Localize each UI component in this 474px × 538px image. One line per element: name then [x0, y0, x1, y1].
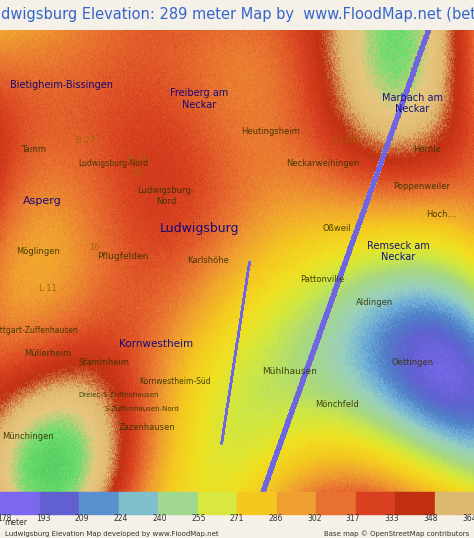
Text: S-Zuffenhausen-Nord: S-Zuffenhausen-Nord — [105, 406, 180, 412]
Text: 193: 193 — [36, 514, 51, 523]
Text: 333: 333 — [384, 514, 399, 523]
Bar — [0, 492, 39, 514]
Text: Neckarweihingen: Neckarweihingen — [286, 159, 359, 168]
Text: Hörnle: Hörnle — [413, 145, 440, 154]
Text: 224: 224 — [114, 514, 128, 523]
Text: 317: 317 — [346, 514, 360, 523]
Text: Zazenhausen: Zazenhausen — [118, 423, 175, 432]
Text: Aldingen: Aldingen — [356, 298, 393, 307]
Text: Kornwestheim-Süd: Kornwestheim-Süd — [139, 377, 211, 386]
Text: 348: 348 — [423, 514, 438, 523]
Text: Ludwigsburg-Nord: Ludwigsburg-Nord — [79, 159, 149, 168]
Text: Münchingen: Münchingen — [2, 432, 55, 441]
Text: Heutingsheim: Heutingsheim — [241, 127, 300, 136]
Text: 286: 286 — [269, 514, 283, 523]
Text: Remseck am
Neckar: Remseck am Neckar — [367, 241, 429, 263]
Text: 16: 16 — [90, 243, 100, 252]
Text: L 11: L 11 — [38, 284, 56, 293]
Text: Ludwigsburg: Ludwigsburg — [159, 222, 239, 235]
Text: Ludwigsburg-
Nord: Ludwigsburg- Nord — [137, 187, 194, 206]
Text: 302: 302 — [307, 514, 322, 523]
Text: Stuttgart-Zuffenhausen: Stuttgart-Zuffenhausen — [0, 326, 79, 335]
Text: Freiberg am
Neckar: Freiberg am Neckar — [170, 88, 228, 110]
Text: meter: meter — [5, 518, 28, 527]
Text: Pattonville: Pattonville — [300, 275, 345, 284]
Text: Poppenweiler: Poppenweiler — [393, 182, 450, 192]
Bar — [198, 492, 237, 514]
Text: B 27: B 27 — [76, 136, 95, 145]
Text: Tamm: Tamm — [21, 145, 46, 154]
Bar — [276, 492, 316, 514]
Text: L 1100: L 1100 — [332, 136, 360, 145]
Text: B 27: B 27 — [128, 154, 147, 164]
Text: Bietigheim-Bissingen: Bietigheim-Bissingen — [10, 80, 113, 90]
Bar — [39, 492, 79, 514]
Text: Stammheim: Stammheim — [79, 358, 130, 367]
Text: Ludwigsburg Elevation: 289 meter Map by  www.FloodMap.net (beta): Ludwigsburg Elevation: 289 meter Map by … — [0, 8, 474, 22]
Text: 271: 271 — [230, 514, 244, 523]
Text: Asperg: Asperg — [23, 196, 62, 206]
Text: Pflugfelden: Pflugfelden — [98, 252, 149, 261]
Bar — [237, 492, 276, 514]
Text: Oettingen: Oettingen — [392, 358, 433, 367]
Bar — [435, 492, 474, 514]
Text: Marbach am
Neckar: Marbach am Neckar — [382, 93, 443, 115]
Text: Hoch…: Hoch… — [426, 210, 456, 219]
Text: Möglingen: Möglingen — [16, 247, 60, 256]
Text: Kornwestheim: Kornwestheim — [119, 339, 193, 349]
Text: 364: 364 — [462, 514, 474, 523]
Text: 209: 209 — [75, 514, 90, 523]
Text: Mönchfeld: Mönchfeld — [315, 400, 358, 409]
Bar — [118, 492, 158, 514]
Text: 15: 15 — [132, 168, 143, 178]
Text: 255: 255 — [191, 514, 206, 523]
Bar — [79, 492, 118, 514]
Text: Dreiec-S-Zuffenhausen: Dreiec-S-Zuffenhausen — [78, 392, 159, 398]
Text: Base map © OpenStreetMap contributors: Base map © OpenStreetMap contributors — [324, 530, 469, 537]
Text: Oßweil: Oßweil — [322, 224, 351, 233]
Text: Ludwigsburg Elevation Map developed by www.FloodMap.net: Ludwigsburg Elevation Map developed by w… — [5, 530, 219, 537]
Text: Karlshöhe: Karlshöhe — [188, 257, 229, 265]
Bar — [395, 492, 435, 514]
Bar — [316, 492, 356, 514]
Text: Mühlhausen: Mühlhausen — [262, 367, 317, 377]
Bar — [158, 492, 198, 514]
Text: Müllerheim: Müllerheim — [24, 349, 71, 358]
Bar — [356, 492, 395, 514]
Text: 240: 240 — [152, 514, 167, 523]
Text: 178: 178 — [0, 514, 12, 523]
